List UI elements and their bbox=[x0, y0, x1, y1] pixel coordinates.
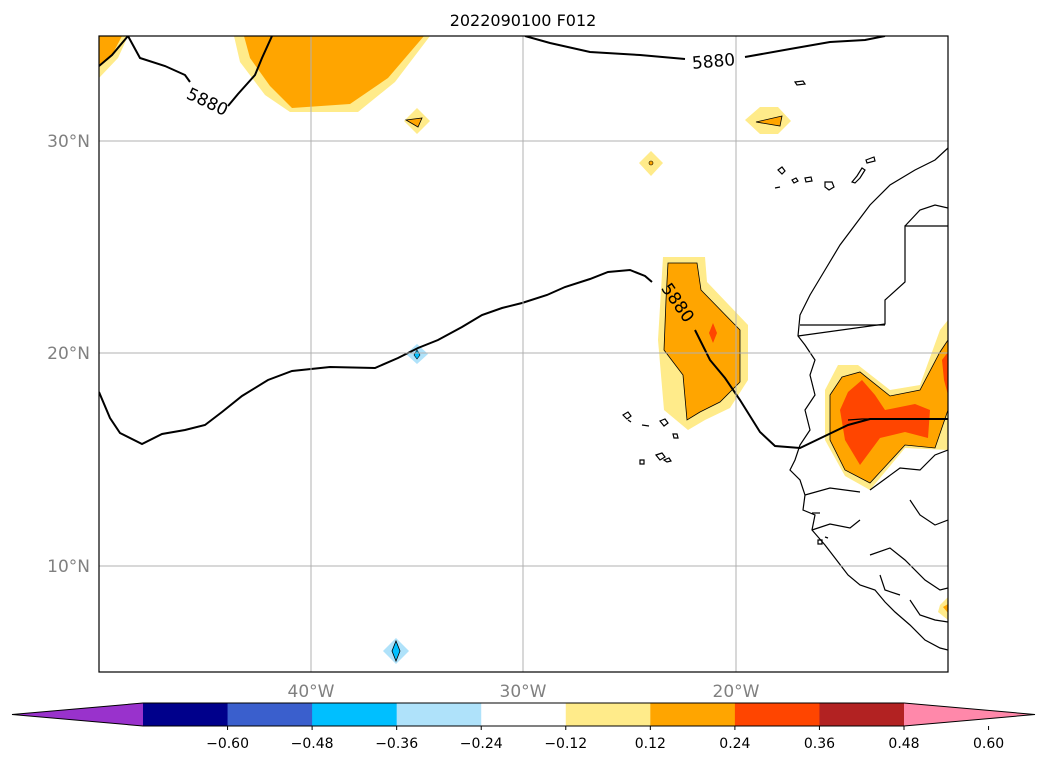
colorbar-swatch bbox=[227, 703, 313, 726]
colorbar-swatch bbox=[734, 703, 820, 726]
colorbar-outline bbox=[11, 702, 1036, 727]
colorbar-tick-label: −0.12 bbox=[544, 736, 587, 752]
lat-label-10n: 10°N bbox=[47, 557, 90, 577]
colorbar-tick-label: 0.36 bbox=[804, 736, 835, 752]
colorbar-tick-label: −0.36 bbox=[375, 736, 418, 752]
colorbar-tick-label: 0.48 bbox=[888, 736, 919, 752]
colorbar-swatch bbox=[819, 703, 905, 726]
plot-area: 5880 5880 5880 bbox=[99, 36, 948, 672]
colorbar-swatch bbox=[481, 703, 567, 726]
colorbar-swatch bbox=[650, 703, 736, 726]
colorbar-extension-high bbox=[904, 703, 1035, 726]
contour-lines bbox=[99, 36, 948, 450]
colorbar-tick-label: −0.48 bbox=[291, 736, 334, 752]
colorbar: −0.60 −0.48 −0.36 −0.24 −0.12 0.12 0.24 0.36 0.4… bbox=[11, 702, 1036, 752]
lat-label-30n: 30°N bbox=[47, 132, 90, 152]
colorbar-swatch bbox=[143, 703, 229, 726]
shaded-field bbox=[99, 36, 948, 664]
lon-label-40w: 40°W bbox=[288, 682, 335, 702]
contour-label: 5880 bbox=[691, 50, 736, 74]
contour-label: 5880 bbox=[183, 84, 231, 120]
colorbar-swatch bbox=[565, 703, 651, 726]
coastlines bbox=[622, 80, 948, 651]
lon-label-20w: 20°W bbox=[713, 682, 760, 702]
graticule bbox=[99, 36, 948, 672]
colorbar-tick-label: 0.12 bbox=[635, 736, 666, 752]
colorbar-tick-label: 0.24 bbox=[719, 736, 750, 752]
colorbar-tick-label: 0.60 bbox=[973, 736, 1004, 752]
colorbar-swatch bbox=[312, 703, 398, 726]
lon-label-30w: 30°W bbox=[500, 682, 547, 702]
colorbar-tick-label: −0.60 bbox=[206, 736, 249, 752]
colorbar-swatch bbox=[396, 703, 482, 726]
plot-frame bbox=[98, 35, 949, 673]
colorbar-tick-label: −0.24 bbox=[460, 736, 503, 752]
colorbar-extension-low bbox=[12, 703, 143, 726]
lat-label-20n: 20°N bbox=[47, 344, 90, 364]
figure-title: 2022090100 F012 bbox=[450, 11, 597, 30]
